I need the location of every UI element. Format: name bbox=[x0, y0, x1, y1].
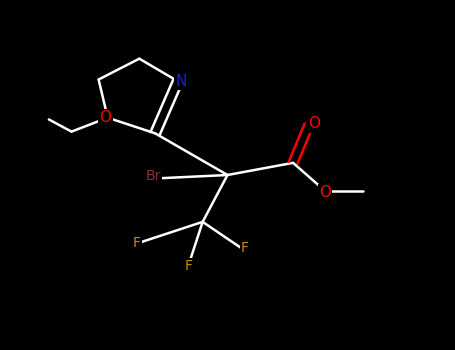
Text: O: O bbox=[99, 110, 111, 125]
Text: F: F bbox=[241, 241, 249, 255]
Text: F: F bbox=[133, 236, 141, 250]
Text: N: N bbox=[176, 74, 187, 89]
Text: Br: Br bbox=[145, 169, 161, 183]
Text: F: F bbox=[185, 259, 193, 273]
Text: O: O bbox=[308, 117, 320, 132]
Text: O: O bbox=[319, 185, 331, 200]
